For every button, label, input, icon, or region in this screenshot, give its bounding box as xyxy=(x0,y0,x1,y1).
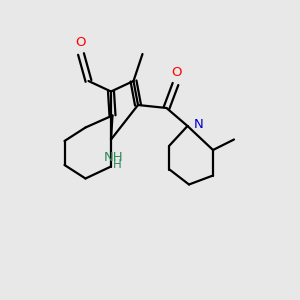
Text: O: O xyxy=(172,66,182,79)
Text: H: H xyxy=(113,158,122,170)
Text: NH: NH xyxy=(103,152,123,164)
Text: N: N xyxy=(194,118,204,131)
Text: O: O xyxy=(76,36,86,49)
